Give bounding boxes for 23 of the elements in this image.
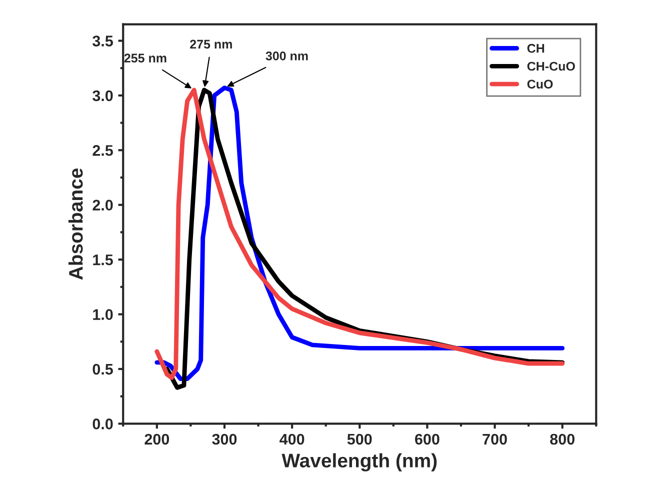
annotation: 255 nm [124, 54, 166, 63]
y-tick-label: 3.5 [92, 36, 113, 46]
y-tick-label: 0.5 [92, 364, 113, 375]
y-tick-label: 2.5 [92, 145, 113, 156]
annotation: 300 nm [266, 51, 308, 60]
x-axis-title: Wavelength (nm) [282, 453, 437, 472]
y-tick-label: 1.5 [93, 254, 113, 266]
y-tick-label: 0.0 [92, 418, 113, 430]
legend-label: CH-CuO [527, 62, 575, 71]
y-tick-label: 1.0 [93, 309, 113, 320]
x-tick-label: 200 [144, 434, 170, 445]
x-tick-label: 600 [415, 434, 440, 445]
legend-label: CuO [527, 80, 553, 89]
annotation: 275 nm [190, 40, 232, 49]
x-tick-label: 500 [347, 434, 372, 445]
legend-label: CH [527, 44, 544, 53]
x-tick-label: 800 [550, 434, 574, 445]
x-tick-label: 700 [482, 434, 507, 445]
y-tick-label: 3.0 [92, 90, 113, 102]
x-tick-label: 300 [212, 434, 237, 445]
y-tick-label: 2.0 [92, 200, 113, 211]
x-tick-label: 400 [280, 434, 304, 445]
y-axis-title: Absorbance [68, 168, 83, 280]
